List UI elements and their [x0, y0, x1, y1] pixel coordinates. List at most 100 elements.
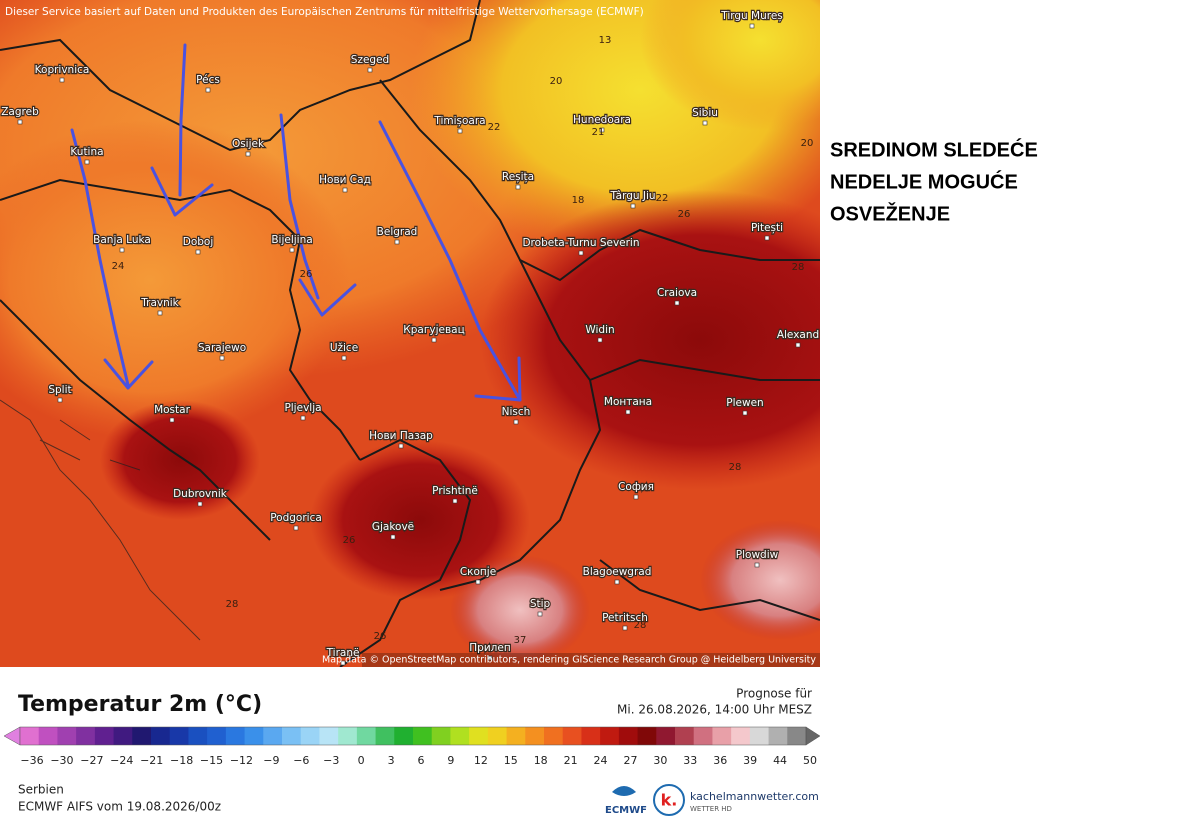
colorbar-segment — [113, 727, 133, 745]
city-dot — [157, 310, 163, 316]
city-label: Užice — [330, 342, 358, 354]
colorbar-segment — [693, 727, 713, 745]
city-dot — [578, 250, 584, 256]
colorbar-segment — [487, 727, 508, 745]
model-run: ECMWF AIFS vom 19.08.2026/00z — [18, 800, 221, 814]
colorbar-tick-label: −18 — [170, 754, 193, 767]
colorbar-tick-label: 9 — [447, 754, 454, 767]
colorbar-tick-label: 6 — [418, 754, 425, 767]
ecmwf-icon — [612, 786, 636, 796]
city-dot — [674, 300, 680, 306]
colorbar-segment — [506, 727, 526, 745]
city-dot — [452, 498, 458, 504]
city-label: Монтана — [604, 396, 652, 408]
colorbar-segment — [76, 727, 96, 745]
colorbar-segment — [38, 727, 58, 745]
city-dot — [367, 67, 373, 73]
brand-icon-letter: k. — [661, 791, 678, 810]
map: Dieser Service basiert auf Daten und Pro… — [0, 0, 820, 667]
city-label: Скопје — [460, 566, 496, 578]
annotation-line: SREDINOM SLEDEĆE — [830, 137, 1038, 161]
city-dot — [742, 410, 748, 416]
contour-label: 28 — [729, 462, 742, 473]
city-dot — [457, 128, 463, 134]
city-label: Plewen — [726, 397, 763, 409]
colorbar-segment — [394, 727, 414, 745]
city-label: Крагујевац — [403, 324, 464, 336]
city-dot — [398, 443, 404, 449]
colorbar-segment — [768, 727, 788, 745]
colorbar-tick-label: −3 — [323, 754, 339, 767]
colorbar-tick-label: −12 — [230, 754, 253, 767]
city-label: Pitești — [751, 222, 783, 234]
colorbar-arrow-low — [3, 726, 21, 746]
colorbar-tick-label: 36 — [713, 754, 727, 767]
colorbar-tick-label: 0 — [358, 754, 365, 767]
city-label: Hunedoara — [573, 114, 631, 126]
colorbar-tick-label: −6 — [293, 754, 309, 767]
contour-label: 24 — [112, 261, 125, 272]
city-dot — [57, 397, 63, 403]
colorbar-tick-label: 12 — [474, 754, 488, 767]
city-dot — [219, 355, 225, 361]
city-dot — [245, 151, 251, 157]
city-label: Podgorica — [270, 512, 322, 524]
colorbar-segment — [263, 727, 283, 745]
colorbar-segment — [94, 727, 115, 745]
city-dot — [599, 127, 605, 133]
city-label: Tiranë — [326, 647, 360, 659]
city-dot — [537, 611, 543, 617]
city-dot — [702, 120, 708, 126]
city-label: Нови Сад — [319, 174, 371, 186]
annotation-line: NEDELJE MOGUĆE — [830, 169, 1018, 193]
legend-title: Temperatur 2m (°C) — [18, 692, 262, 717]
city-label: Doboj — [183, 236, 214, 248]
colorbar-segment — [749, 727, 770, 745]
city-dot — [614, 579, 620, 585]
city-dot — [340, 660, 346, 666]
colorbar-tick-label: 30 — [653, 754, 667, 767]
colorbar-segment — [188, 727, 208, 745]
city-dot — [289, 247, 295, 253]
colorbar-segment — [319, 727, 339, 745]
city-label: Osijek — [232, 138, 265, 150]
colorbar-segment — [544, 727, 564, 745]
contour-label: 26 — [343, 535, 356, 546]
colorbar-segment — [169, 727, 189, 745]
colorbar-tick-label: −30 — [50, 754, 73, 767]
colorbar-segment — [581, 727, 601, 745]
city-dot — [390, 534, 396, 540]
colorbar-tick-label: 15 — [504, 754, 518, 767]
contour-label: 37 — [514, 635, 527, 646]
contour-label: 20 — [550, 76, 563, 87]
colorbar-segment — [675, 727, 695, 745]
city-label: Нови Пазар — [369, 430, 433, 442]
colorbar-segment — [356, 727, 377, 745]
city-label: Kutina — [70, 146, 103, 158]
city-dot — [341, 355, 347, 361]
brand-name: kachelmannwetter.com — [690, 790, 819, 803]
colorbar-segment — [282, 727, 302, 745]
city-label: Sibiu — [692, 107, 718, 119]
city-dot — [342, 187, 348, 193]
city-label: Prishtinë — [432, 485, 478, 497]
annotation-line: OSVEŽENJE — [830, 201, 950, 225]
city-label: Sarajewo — [198, 342, 246, 354]
city-label: Прилеп — [469, 642, 510, 654]
city-dot — [764, 235, 770, 241]
contour-label: 20 — [801, 138, 814, 149]
city-dot — [431, 337, 437, 343]
colorbar-arrow-high — [805, 726, 821, 746]
city-label: Drobeta-Turnu Severin — [522, 237, 639, 249]
city-dot — [169, 417, 175, 423]
colorbar-segment — [20, 727, 40, 745]
colorbar-segment — [656, 727, 676, 745]
city-label: Alexand — [777, 329, 819, 341]
colorbar-segment — [450, 727, 470, 745]
colorbar-tick-label: −21 — [140, 754, 163, 767]
contour-label: 26 — [300, 269, 313, 280]
city-dot — [197, 501, 203, 507]
colorbar-segment — [225, 727, 246, 745]
city-label: Zagreb — [1, 106, 39, 118]
city-dot — [300, 415, 306, 421]
